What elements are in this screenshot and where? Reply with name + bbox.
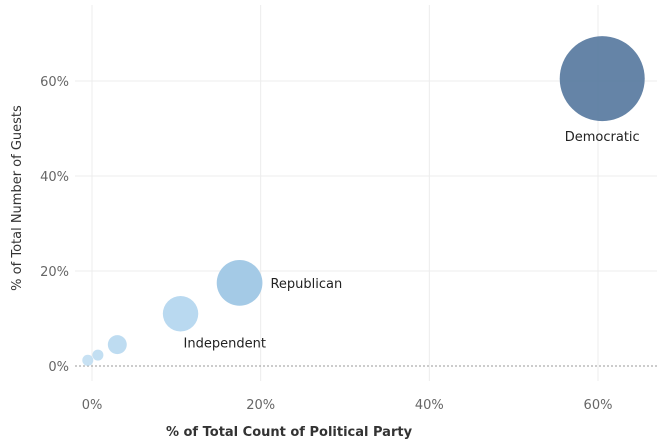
x-tick-label: 20% [246, 398, 275, 413]
x-tick-label: 0% [82, 398, 103, 413]
y-tick-label: 0% [48, 360, 69, 375]
y-tick-label: 60% [40, 75, 69, 90]
bubble-label-independent: Independent [184, 336, 266, 351]
bubble-minor-party [107, 335, 127, 355]
bubble-layer [82, 36, 645, 366]
y-axis-title: % of Total Number of Guests [10, 105, 25, 291]
y-tick-label: 20% [40, 265, 69, 280]
bubble-label-republican: Republican [270, 277, 342, 292]
bubble-democratic [559, 36, 645, 122]
bubble-minor-party [92, 349, 104, 361]
y-tick-label: 40% [40, 170, 69, 185]
x-tick-label: 40% [415, 398, 444, 413]
bubble-independent [162, 296, 199, 332]
bubble-minor-party [82, 354, 94, 366]
tick-layer: 0% 20% 40% 60% 0% 20% 40% 60% [40, 75, 612, 413]
bubble-label-democratic: Democratic [565, 130, 640, 145]
x-tick-label: 60% [584, 398, 613, 413]
x-axis-title: % of Total Count of Political Party [166, 425, 413, 439]
bubble-republican [216, 260, 263, 306]
bubble-label-layer: Democratic Republican Independent [184, 130, 640, 351]
